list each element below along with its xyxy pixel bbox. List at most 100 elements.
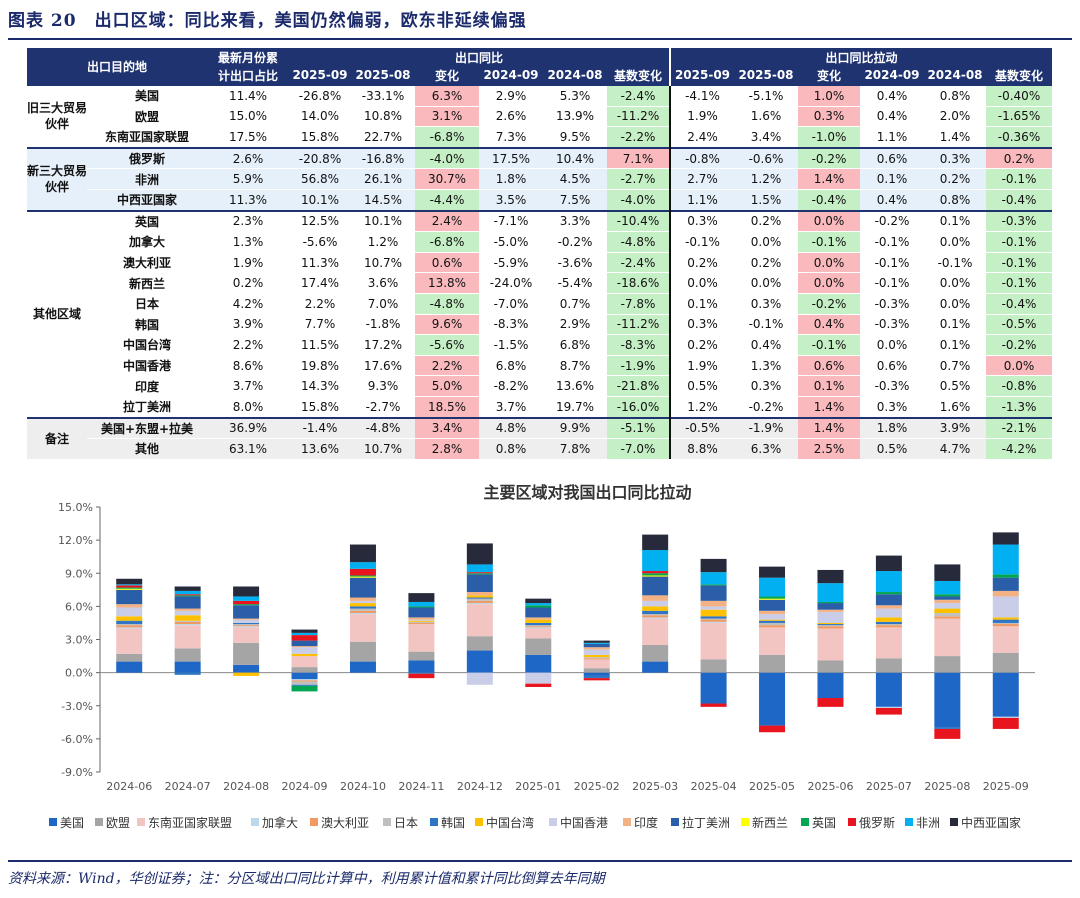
yoy-cell: 2.2%: [289, 292, 351, 315]
table-row: 新三大贸易伙伴 俄罗斯 2.6% -20.8% -16.8% -4.0% 17.5% 10.4…: [27, 146, 1052, 211]
yoy-cell: -18.6%: [607, 272, 671, 294]
table-row: 拉丁美洲 8.0% 15.8% -2.7% 18.5% 3.7% 19.7% -16.0% 1.…: [27, 395, 1052, 418]
yoy-cell: 5.3%: [543, 83, 607, 107]
pull-cell: -0.2%: [798, 146, 860, 169]
yoy-cell: -10.4%: [607, 209, 671, 232]
yoy-cell: -6.8%: [415, 126, 479, 148]
region-name: 美国: [87, 83, 207, 107]
pull-cell: 0.3%: [798, 105, 860, 127]
pull-cell: -1.0%: [798, 126, 860, 148]
group-label: 其他区域: [27, 209, 87, 418]
pull-cell: -0.2%: [734, 395, 798, 418]
bar-segment: [992, 577, 1019, 591]
bar-segment: [116, 584, 143, 586]
pull-cell: 1.1%: [860, 126, 924, 148]
share-cell: 36.9%: [207, 416, 289, 439]
bar-segment: [875, 706, 902, 708]
bar-segment: [466, 636, 493, 651]
bar-segment: [875, 594, 902, 606]
pull-cell: 0.1%: [924, 209, 986, 232]
bar-segment: [466, 600, 493, 604]
pull-cell: -0.5%: [670, 416, 734, 439]
legend-label: 英国: [812, 816, 836, 830]
yoy-cell: -2.2%: [607, 126, 671, 148]
yoy-cell: 2.9%: [543, 313, 607, 335]
header-pull-group: 出口同比拉动: [670, 48, 1052, 66]
bar-segment: [408, 621, 435, 623]
yoy-cell: 0.7%: [543, 292, 607, 315]
bar-segment: [642, 645, 669, 662]
pull-cell: -0.6%: [734, 146, 798, 169]
pull-cell: 6.3%: [734, 438, 798, 459]
bar-segment: [116, 620, 143, 625]
bar-segment: [291, 672, 318, 680]
export-region-table: 出口目的地 最新月份累 出口同比 出口同比拉动 计出口占比 2025-09 202…: [27, 48, 1052, 459]
yoy-cell: 13.8%: [415, 272, 479, 294]
yoy-cell: 15.8%: [289, 126, 351, 148]
share-cell: 1.9%: [207, 251, 289, 273]
legend-swatch: [801, 818, 809, 826]
bar-segment: [700, 621, 727, 623]
pull-cell: 0.0%: [924, 231, 986, 253]
bar-segment: [583, 657, 610, 659]
bar-segment: [233, 605, 260, 619]
bar-segment: [408, 617, 435, 620]
bar-segment: [700, 558, 727, 573]
legend-label: 韩国: [441, 815, 465, 830]
bar-segment: [291, 684, 318, 686]
bar-segment: [525, 638, 552, 655]
x-tick-label: 2024-11: [398, 780, 444, 793]
bar-segment: [349, 610, 376, 613]
pull-cell: 0.1%: [924, 334, 986, 356]
pull-cell: 0.4%: [860, 83, 924, 107]
pull-cell: 1.4%: [924, 126, 986, 148]
bar-segment: [349, 600, 376, 604]
bar-segment: [934, 672, 961, 728]
bar-segment: [583, 642, 610, 644]
yoy-cell: 4.5%: [543, 168, 607, 190]
header-yoy-group: 出口同比: [289, 48, 671, 66]
subheader-yoy-0: 2025-09: [289, 66, 351, 85]
table-row: 韩国 3.9% 7.7% -1.8% 9.6% -8.3% 2.9% -11.2% 0.3% -0…: [27, 313, 1052, 335]
legend-label: 中西亚国家: [961, 815, 1021, 830]
source-note: 资料来源：Wind，华创证券；注：分区域出口同比计算中，利用累计值和累计同比倒算…: [8, 871, 605, 887]
yoy-cell: 14.3%: [289, 375, 351, 397]
bar-segment: [642, 534, 669, 551]
pull-cell: -0.1%: [734, 313, 798, 335]
bar-segment: [233, 604, 260, 606]
pull-cell: 0.6%: [798, 354, 860, 376]
bar-segment: [759, 672, 786, 726]
yoy-cell: 13.9%: [543, 105, 607, 127]
pull-cell: 8.8%: [670, 438, 734, 459]
region-name: 东南亚国家联盟: [87, 126, 207, 148]
legend-swatch: [49, 818, 57, 826]
table-row: 印度 3.7% 14.3% 9.3% 5.0% -8.2% 13.6% -21.8% 0.5% 0…: [27, 375, 1052, 397]
share-cell: 5.9%: [207, 168, 289, 190]
legend-label: 欧盟: [106, 816, 130, 830]
yoy-cell: -5.6%: [415, 334, 479, 356]
yoy-cell: 10.1%: [289, 188, 351, 211]
bar-segment: [700, 584, 727, 586]
bar-segment: [174, 661, 201, 673]
yoy-cell: 56.8%: [289, 168, 351, 190]
bar-segment: [233, 664, 260, 673]
pull-cell: 0.0%: [986, 354, 1052, 376]
pull-cell: -0.2%: [798, 292, 860, 315]
y-tick-label: 15.0%: [58, 501, 93, 514]
yoy-cell: 7.7%: [289, 313, 351, 335]
bar-segment: [934, 613, 961, 617]
yoy-cell: 17.4%: [289, 272, 351, 294]
yoy-cell: 30.7%: [415, 168, 479, 190]
bar-segment: [116, 624, 143, 626]
group-label: 备注: [27, 416, 87, 459]
legend-label: 拉丁美洲: [682, 815, 730, 830]
pull-cell: -0.1%: [798, 231, 860, 253]
bar-segment: [934, 599, 961, 604]
bar-segment: [349, 661, 376, 673]
yoy-cell: 5.0%: [415, 375, 479, 397]
pull-cell: -0.40%: [986, 83, 1052, 107]
bar-segment: [291, 635, 318, 641]
share-cell: 11.3%: [207, 188, 289, 211]
bar-segment: [875, 621, 902, 625]
legend-label: 日本: [394, 816, 418, 830]
